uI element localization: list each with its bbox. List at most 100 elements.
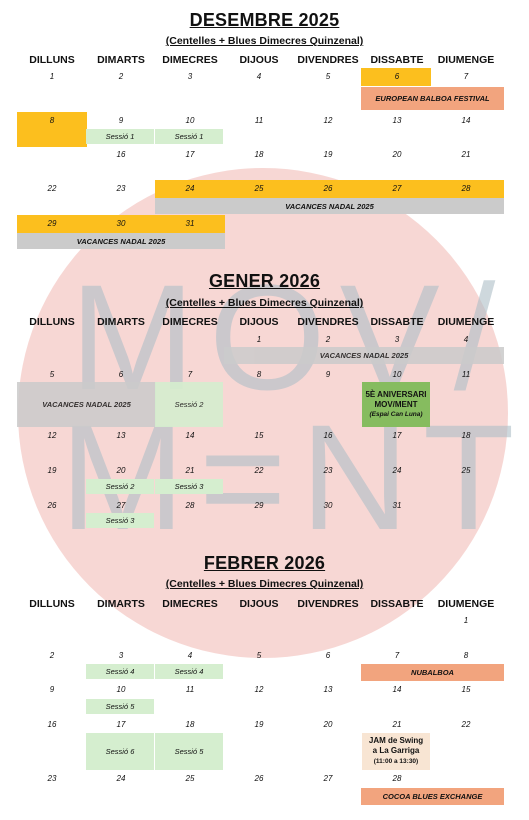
weekday-label: DIVENDRES [297, 54, 359, 66]
weekday-label: DIVENDRES [297, 316, 359, 328]
day-number: 24 [116, 774, 126, 783]
day-number: 17 [185, 150, 195, 159]
day-number: 11 [185, 685, 195, 694]
weekday-label: DILLUNS [29, 54, 75, 66]
day-number: 29 [47, 219, 57, 228]
event-session[interactable]: Sessió 2 [86, 479, 154, 494]
day-number: 20 [323, 720, 333, 729]
day-number: 14 [185, 431, 195, 440]
day-number: 17 [116, 720, 126, 729]
day-number: 4 [463, 335, 469, 344]
day-number: 16 [116, 150, 126, 159]
weekday-label: DISSABTE [370, 316, 424, 328]
event-session[interactable]: Sessió 5 [86, 699, 154, 714]
day-number: 19 [323, 150, 333, 159]
day-number: 26 [47, 501, 57, 510]
day-number: 2 [49, 651, 55, 660]
day-number: 13 [323, 685, 333, 694]
highlight-cell-dec-8 [17, 112, 87, 147]
event-jam-swing[interactable]: JAM de Swing a La Garriga (11:00 a 13:30… [362, 733, 430, 770]
day-number: 7 [394, 651, 400, 660]
event-session[interactable]: Sessió 6 [86, 733, 154, 770]
day-number: 6 [325, 651, 331, 660]
day-number: 3 [187, 72, 193, 81]
highlight-cells-dec-29-31 [17, 215, 225, 233]
day-number: 12 [323, 116, 333, 125]
day-number: 26 [323, 184, 333, 193]
day-number: 31 [185, 219, 195, 228]
day-number: 22 [47, 184, 57, 193]
event-vacances-nadal[interactable]: VACANCES NADAL 2025 [224, 347, 504, 364]
month-title-january: GENER 2026 [208, 271, 321, 291]
day-number: 9 [325, 370, 331, 379]
day-number: 12 [254, 685, 264, 694]
day-number: 19 [47, 466, 57, 475]
month-subtitle-january: (Centelles + Blues Dimecres Quinzenal) [165, 297, 364, 309]
day-number: 27 [116, 501, 126, 510]
day-number: 28 [461, 184, 471, 193]
day-number: 25 [461, 466, 471, 475]
event-session[interactable]: Sessió 2 [155, 382, 223, 427]
day-number: 28 [185, 501, 195, 510]
event-jam-title: JAM de Swing a La Garriga [368, 736, 424, 755]
event-anniversary-venue: (Espai Can Luna) [369, 410, 423, 418]
day-number: 11 [461, 370, 471, 379]
day-number: 10 [392, 370, 402, 379]
month-subtitle-december: (Centelles + Blues Dimecres Quinzenal) [165, 35, 364, 47]
event-session[interactable]: Sessió 1 [155, 129, 223, 144]
event-session[interactable]: Sessió 3 [155, 479, 223, 494]
event-nubalboa[interactable]: NUBALBOA [361, 664, 504, 681]
day-number: 18 [185, 720, 195, 729]
day-number: 5 [49, 370, 55, 379]
month-title-december: DESEMBRE 2025 [189, 10, 340, 30]
day-number: 22 [254, 466, 264, 475]
weekday-label: DILLUNS [29, 316, 75, 328]
day-number: 23 [47, 774, 57, 783]
weekday-label: DIMECRES [162, 54, 218, 66]
day-number: 14 [461, 116, 471, 125]
day-number: 8 [49, 116, 55, 125]
day-number: 5 [256, 651, 262, 660]
event-vacances-nadal[interactable]: VACANCES NADAL 2025 [17, 382, 156, 427]
event-jam-time: (11:00 a 13:30) [373, 758, 419, 765]
day-number: 7 [463, 72, 469, 81]
day-number: 13 [392, 116, 402, 125]
event-session[interactable]: Sessió 1 [86, 129, 154, 144]
weekday-label: DIUMENGE [437, 54, 495, 66]
day-number: 3 [118, 651, 124, 660]
day-number: 15 [461, 685, 471, 694]
weekday-label: DIMECRES [162, 598, 218, 610]
event-session[interactable]: Sessió 4 [155, 664, 223, 679]
month-subtitle-february: (Centelles + Blues Dimecres Quinzenal) [165, 578, 364, 590]
event-cocoa-blues-exchange[interactable]: COCOA BLUES EXCHANGE [361, 788, 504, 805]
day-number: 10 [116, 685, 126, 694]
day-number: 28 [392, 774, 402, 783]
event-session[interactable]: Sessió 5 [155, 733, 223, 770]
day-number: 25 [185, 774, 195, 783]
day-number: 16 [323, 431, 333, 440]
day-number: 12 [47, 431, 57, 440]
weekday-label: DIVENDRES [297, 598, 359, 610]
day-number: 4 [256, 72, 262, 81]
event-european-balboa-festival[interactable]: EUROPEAN BALBOA FESTIVAL [361, 87, 504, 110]
day-number: 18 [461, 431, 471, 440]
day-number: 2 [325, 335, 331, 344]
weekday-label: DISSABTE [370, 598, 424, 610]
weekday-label: DIUMENGE [437, 316, 495, 328]
event-session[interactable]: Sessió 3 [86, 513, 154, 528]
day-number: 2 [118, 72, 124, 81]
event-session[interactable]: Sessió 4 [86, 664, 154, 679]
day-number: 8 [463, 651, 469, 660]
day-number: 15 [254, 431, 264, 440]
day-number: 29 [254, 501, 264, 510]
day-number: 30 [116, 219, 126, 228]
event-vacances-nadal[interactable]: VACANCES NADAL 2025 [17, 233, 225, 249]
day-number: 5 [325, 72, 331, 81]
event-vacances-nadal[interactable]: VACANCES NADAL 2025 [155, 198, 504, 214]
day-number: 1 [256, 335, 262, 344]
day-number: 1 [463, 616, 469, 625]
day-number: 7 [187, 370, 193, 379]
event-anniversary[interactable]: 5È ANIVERSARI MOV/MENT (Espai Can Luna) [362, 382, 430, 427]
day-number: 23 [116, 184, 126, 193]
